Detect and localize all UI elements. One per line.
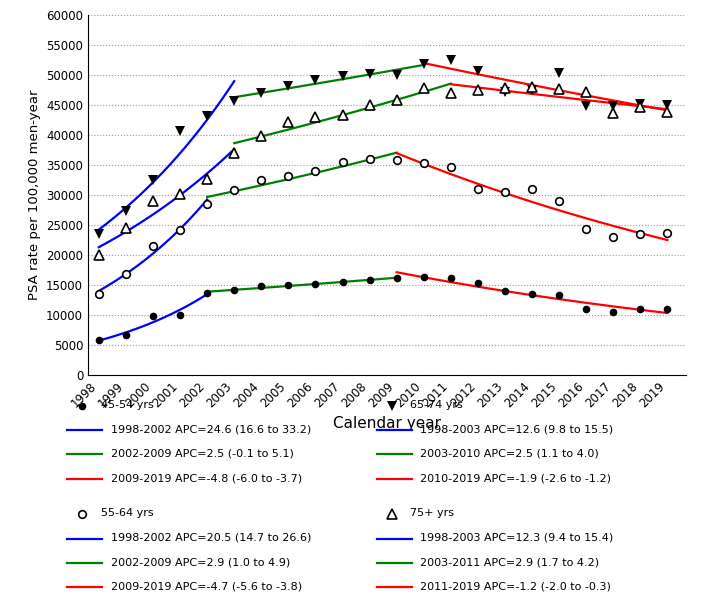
Text: 1998-2002 APC=24.6 (16.6 to 33.2): 1998-2002 APC=24.6 (16.6 to 33.2) xyxy=(111,425,310,434)
X-axis label: Calendar year: Calendar year xyxy=(333,416,441,431)
Text: 2009-2019 APC=-4.8 (-6.0 to -3.7): 2009-2019 APC=-4.8 (-6.0 to -3.7) xyxy=(111,473,301,483)
Text: 2011-2019 APC=-1.2 (-2.0 to -0.3): 2011-2019 APC=-1.2 (-2.0 to -0.3) xyxy=(420,582,611,592)
Text: 1998-2003 APC=12.3 (9.4 to 15.4): 1998-2003 APC=12.3 (9.4 to 15.4) xyxy=(420,533,614,543)
Text: 1998-2003 APC=12.6 (9.8 to 15.5): 1998-2003 APC=12.6 (9.8 to 15.5) xyxy=(420,425,613,434)
Text: 1998-2002 APC=20.5 (14.7 to 26.6): 1998-2002 APC=20.5 (14.7 to 26.6) xyxy=(111,533,311,543)
Text: 75+ yrs: 75+ yrs xyxy=(410,509,455,518)
Text: 2003-2010 APC=2.5 (1.1 to 4.0): 2003-2010 APC=2.5 (1.1 to 4.0) xyxy=(420,449,599,459)
Text: 2010-2019 APC=-1.9 (-2.6 to -1.2): 2010-2019 APC=-1.9 (-2.6 to -1.2) xyxy=(420,473,611,483)
Y-axis label: PSA rate per 100,000 men-year: PSA rate per 100,000 men-year xyxy=(27,90,41,301)
Text: 45-54 yrs: 45-54 yrs xyxy=(101,400,153,410)
Text: 2003-2011 APC=2.9 (1.7 to 4.2): 2003-2011 APC=2.9 (1.7 to 4.2) xyxy=(420,558,599,567)
Text: 55-64 yrs: 55-64 yrs xyxy=(101,509,153,518)
Text: 2002-2009 APC=2.9 (1.0 to 4.9): 2002-2009 APC=2.9 (1.0 to 4.9) xyxy=(111,558,290,567)
Text: 65-74 yrs: 65-74 yrs xyxy=(410,400,463,410)
Text: 2002-2009 APC=2.5 (-0.1 to 5.1): 2002-2009 APC=2.5 (-0.1 to 5.1) xyxy=(111,449,294,459)
Text: 2009-2019 APC=-4.7 (-5.6 to -3.8): 2009-2019 APC=-4.7 (-5.6 to -3.8) xyxy=(111,582,301,592)
